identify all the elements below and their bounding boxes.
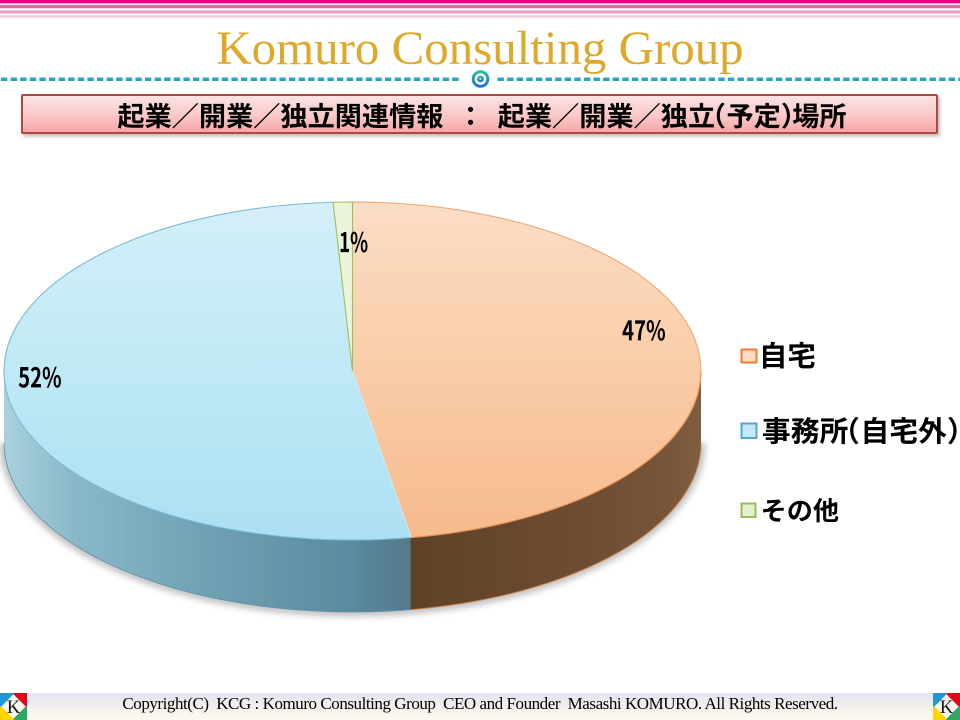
svg-text:K: K — [7, 698, 21, 718]
svg-text:K: K — [940, 698, 954, 718]
